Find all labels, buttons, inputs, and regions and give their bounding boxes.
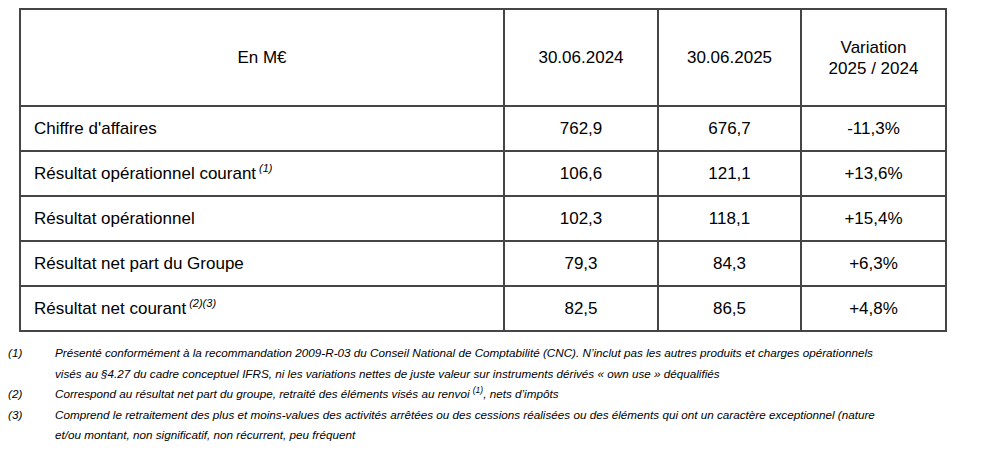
row-label-text: Résultat net courant [34,299,186,318]
row-label: Résultat opérationnel [20,196,504,241]
row-label: Résultat opérationnel courant(1) [20,151,504,196]
row-chiffre-daffaires: Chiffre d'affaires 762,9 676,7 -11,3% [20,106,946,151]
row-label: Résultat net part du Groupe [20,241,504,286]
variation-value: +6,3% [801,241,946,286]
col-header-2025: 30.06.2025 [658,9,801,106]
footnote-marker: (1) [8,343,22,364]
footnote-text-pre: Correspond au résultat net part du group… [55,387,473,400]
variation-value: +4,8% [801,286,946,331]
footnote-2: (2) Correspond au résultat net part du g… [8,384,986,405]
row-footnote-ref: (2)(3) [189,297,216,309]
value-2024: 82,5 [504,286,658,331]
footnote-text-post: , nets d’impôts [483,387,558,400]
footnote-line: visés au §4.27 du cadre conceptuel IFRS,… [55,364,986,385]
row-label-text: Résultat opérationnel courant [34,164,256,183]
value-2025: 86,5 [658,286,801,331]
variation-value: +13,6% [801,151,946,196]
row-label: Résultat net courant(2)(3) [20,286,504,331]
variation-value: -11,3% [801,106,946,151]
row-label-text: Résultat opérationnel [34,209,195,228]
value-2025: 676,7 [658,106,801,151]
results-table: En M€ 30.06.2024 30.06.2025 Variation 20… [19,8,947,332]
row-label: Chiffre d'affaires [20,106,504,151]
row-resultat-net-courant: Résultat net courant(2)(3) 82,5 86,5 +4,… [20,286,946,331]
value-2024: 79,3 [504,241,658,286]
variation-header-line2: 2025 / 2024 [802,58,945,79]
footnote-3: (3) Comprend le retraitement des plus et… [8,405,986,446]
footnote-marker: (2) [8,384,22,405]
row-label-text: Résultat net part du Groupe [34,254,244,273]
footnote-line: Comprend le retraitement des plus et moi… [55,405,986,426]
row-resultat-operationnel-courant: Résultat opérationnel courant(1) 106,6 1… [20,151,946,196]
footnote-ref-sup: (1) [473,385,483,395]
variation-value: +15,4% [801,196,946,241]
row-resultat-operationnel: Résultat opérationnel 102,3 118,1 +15,4% [20,196,946,241]
row-footnote-ref: (1) [259,162,272,174]
footnote-line: Présenté conformément à la recommandatio… [55,343,986,364]
row-resultat-net-part-groupe: Résultat net part du Groupe 79,3 84,3 +6… [20,241,946,286]
footnotes-section: (1) Présenté conformément à la recommand… [8,343,986,446]
col-header-unit: En M€ [20,9,504,106]
value-2024: 762,9 [504,106,658,151]
value-2024: 102,3 [504,196,658,241]
col-header-2024: 30.06.2024 [504,9,658,106]
value-2025: 118,1 [658,196,801,241]
row-label-text: Chiffre d'affaires [34,119,157,138]
footnote-1: (1) Présenté conformément à la recommand… [8,343,986,384]
variation-header-line1: Variation [802,37,945,58]
value-2025: 84,3 [658,241,801,286]
table-header-row: En M€ 30.06.2024 30.06.2025 Variation 20… [20,9,946,106]
footnote-marker: (3) [8,405,22,426]
footnote-line: Correspond au résultat net part du group… [55,384,986,405]
footnote-line: et/ou montant, non significatif, non réc… [55,425,986,446]
financial-results-page: En M€ 30.06.2024 30.06.2025 Variation 20… [0,0,1000,461]
value-2024: 106,6 [504,151,658,196]
value-2025: 121,1 [658,151,801,196]
col-header-variation: Variation 2025 / 2024 [801,9,946,106]
